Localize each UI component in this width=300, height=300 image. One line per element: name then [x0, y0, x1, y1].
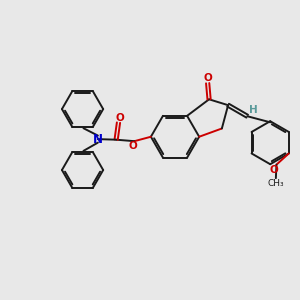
Text: CH₃: CH₃	[268, 179, 284, 188]
Text: N: N	[93, 133, 103, 146]
Text: O: O	[129, 141, 138, 151]
Text: O: O	[270, 165, 278, 175]
Text: O: O	[115, 113, 124, 123]
Text: O: O	[203, 73, 212, 83]
Text: H: H	[249, 105, 258, 115]
